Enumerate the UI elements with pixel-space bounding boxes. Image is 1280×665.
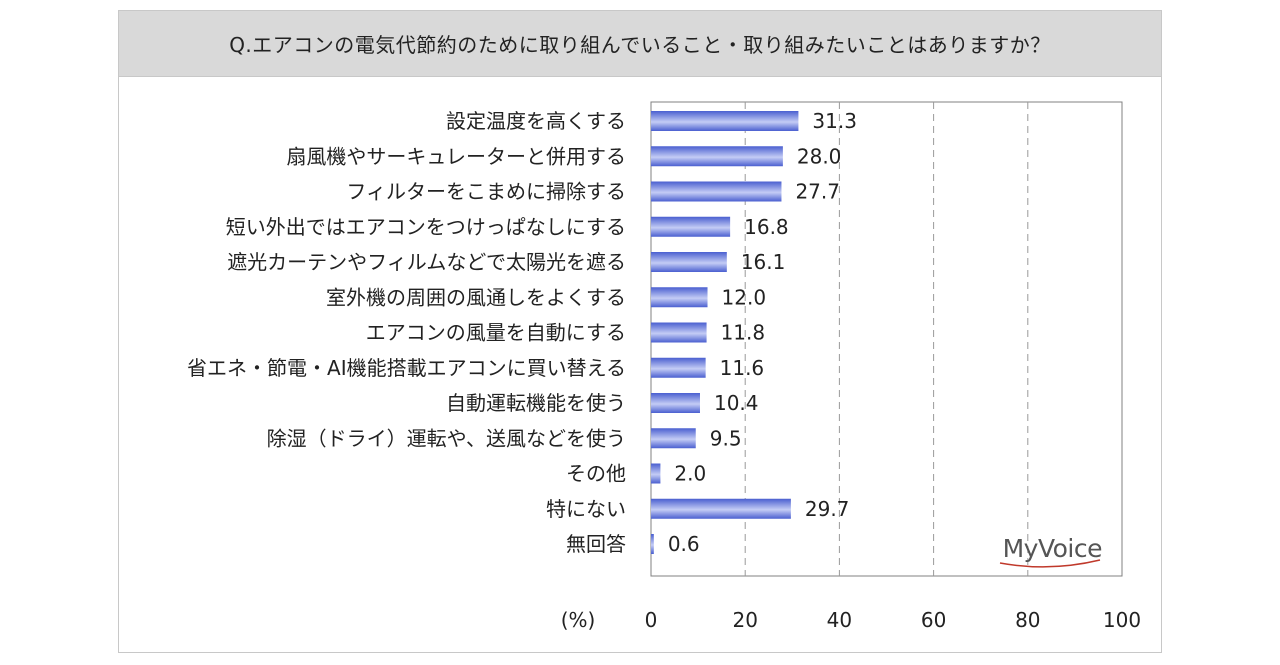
myvoice-logo: MyVoice (999, 534, 1103, 568)
bar (651, 287, 708, 308)
bar (651, 428, 696, 449)
category-label: その他 (566, 462, 626, 486)
x-axis-unit: (%) (561, 608, 596, 632)
bar (651, 111, 799, 131)
value-label: 28.0 (797, 144, 842, 168)
value-label: 31.3 (812, 109, 857, 133)
category-label: フィルターをこまめに掃除する (346, 180, 626, 204)
value-label: 11.8 (721, 321, 766, 345)
bar (651, 498, 791, 519)
logo-text: MyVoice (1003, 534, 1103, 563)
grid-lines (744, 102, 1029, 576)
x-tick-label: 60 (921, 608, 946, 632)
category-labels: 設定温度を高くする扇風機やサーキュレーターと併用するフィルターをこまめに掃除する… (187, 109, 626, 556)
category-label: 省エネ・節電・AI機能搭載エアコンに買い替える (187, 356, 626, 380)
bar (651, 357, 706, 378)
x-tick-label: 40 (827, 608, 852, 632)
value-labels: 31.328.027.716.816.112.011.811.610.49.52… (668, 109, 857, 556)
category-label: エアコンの風量を自動にする (366, 321, 626, 345)
x-tick-label: 100 (1103, 608, 1141, 632)
x-tick-label: 0 (645, 608, 658, 632)
value-label: 9.5 (710, 426, 742, 450)
plot-area (650, 101, 1123, 577)
chart-title: Q.エアコンの電気代節約のために取り組んでいること・取り組みたいことはありますか… (119, 11, 1161, 77)
value-label: 12.0 (722, 285, 767, 309)
category-label: 扇風機やサーキュレーターと併用する (286, 144, 626, 168)
category-label: 設定温度を高くする (446, 109, 626, 133)
category-label: 無回答 (566, 532, 626, 556)
value-label: 11.6 (720, 356, 765, 380)
bar (651, 534, 654, 554)
bar (651, 393, 700, 413)
category-label: 自動運転機能を使う (446, 391, 626, 415)
bar (651, 252, 727, 272)
bar (651, 216, 731, 237)
value-label: 2.0 (674, 462, 706, 486)
category-label: 短い外出ではエアコンをつけっぱなしにする (226, 215, 626, 239)
bar (651, 146, 783, 167)
value-label: 10.4 (714, 391, 759, 415)
bar (651, 463, 661, 484)
bar (651, 181, 782, 202)
value-label: 16.8 (744, 215, 789, 239)
category-label: 室外機の周囲の風通しをよくする (326, 285, 626, 309)
category-label: 特にない (546, 497, 626, 521)
category-label: 遮光カーテンやフィルムなどで太陽光を遮る (227, 250, 626, 274)
category-label: 除湿（ドライ）運転や、送風などを使う (267, 426, 626, 450)
logo-swoosh-icon (999, 559, 1101, 568)
x-tick-label: 80 (1015, 608, 1040, 632)
value-label: 0.6 (668, 532, 700, 556)
bars (651, 111, 799, 554)
x-tick-label: 20 (732, 608, 757, 632)
value-label: 27.7 (795, 180, 840, 204)
value-label: 29.7 (805, 497, 850, 521)
bar (651, 322, 707, 343)
x-axis-ticks: 0 20 40 60 80 100 (645, 608, 1141, 632)
value-label: 16.1 (741, 250, 786, 274)
